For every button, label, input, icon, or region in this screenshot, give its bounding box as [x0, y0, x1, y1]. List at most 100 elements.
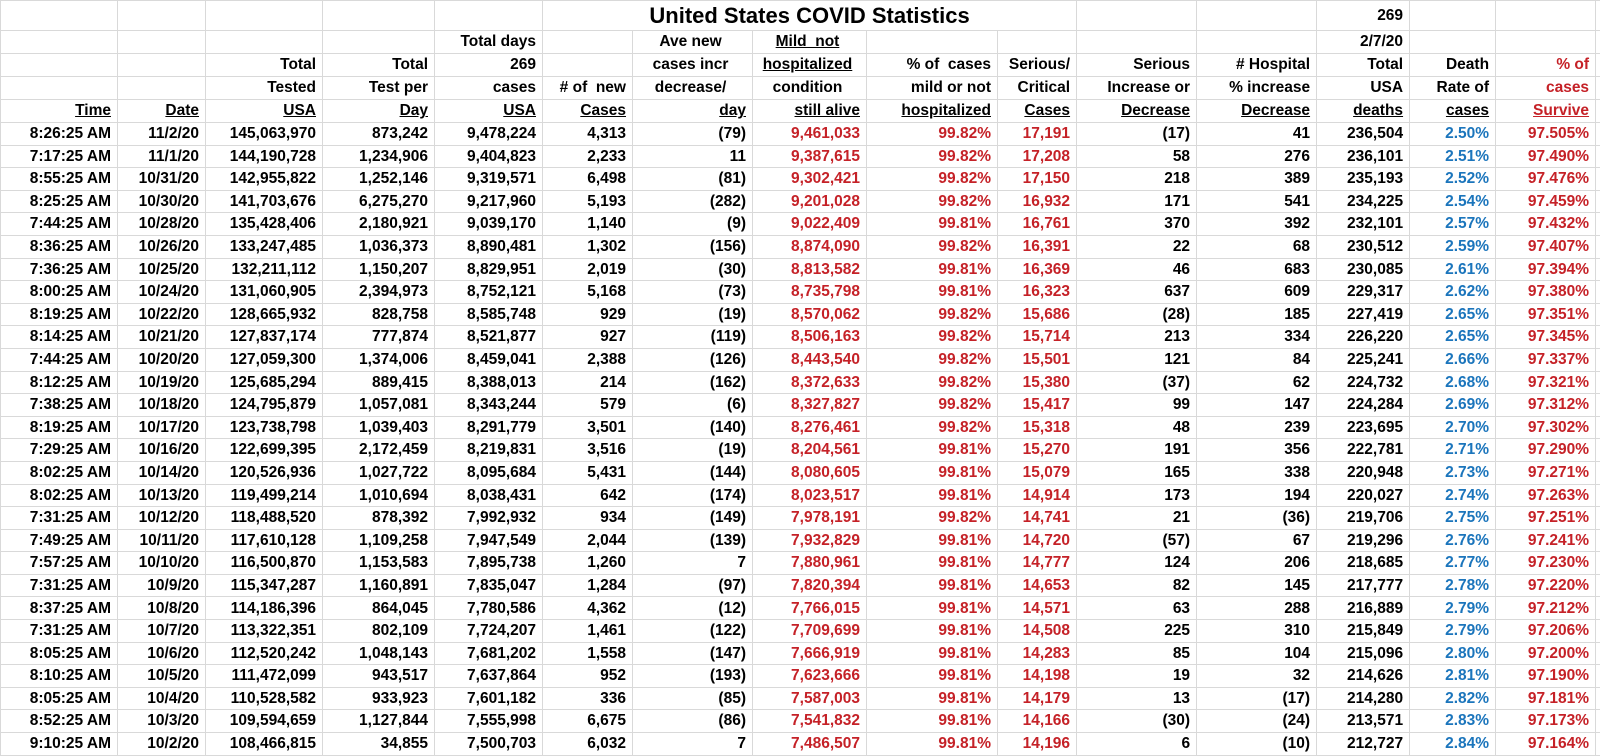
- cell-total-test-per-day[interactable]: 1,160,891: [323, 574, 435, 597]
- cell-new-cases[interactable]: 6,032: [543, 733, 633, 756]
- empty-cell[interactable]: [1596, 507, 1600, 530]
- cell-total-usa-deaths[interactable]: 218,685: [1317, 552, 1410, 575]
- cell-total-cases-usa[interactable]: 9,039,170: [435, 213, 543, 236]
- cell-hospital-increase-decrease[interactable]: 392: [1197, 213, 1317, 236]
- cell-serious-critical-cases[interactable]: 15,686: [998, 303, 1077, 326]
- cell-total-tested-usa[interactable]: 124,795,879: [206, 394, 323, 417]
- cell-time[interactable]: 8:36:25 AM: [1, 235, 118, 258]
- empty-cell[interactable]: [1596, 31, 1600, 54]
- cell-pct-survive[interactable]: 97.200%: [1496, 642, 1596, 665]
- cell-total-cases-usa[interactable]: 8,521,877: [435, 326, 543, 349]
- empty-cell[interactable]: [118, 31, 206, 54]
- cell-death-rate[interactable]: 2.78%: [1410, 574, 1496, 597]
- cell-pct-survive[interactable]: 97.164%: [1496, 733, 1596, 756]
- empty-cell[interactable]: [1596, 235, 1600, 258]
- cell-pct-mild-not-hospitalized[interactable]: 99.81%: [867, 258, 998, 281]
- cell-date[interactable]: 10/28/20: [118, 213, 206, 236]
- cell-death-rate[interactable]: 2.79%: [1410, 597, 1496, 620]
- cell-avg-new-cases-change[interactable]: (12): [633, 597, 753, 620]
- cell-death-rate[interactable]: 2.84%: [1410, 733, 1496, 756]
- cell-new-cases[interactable]: 214: [543, 371, 633, 394]
- cell-avg-new-cases-change[interactable]: 11: [633, 145, 753, 168]
- cell-total-cases-usa[interactable]: 7,835,047: [435, 574, 543, 597]
- cell-time[interactable]: 8:25:25 AM: [1, 190, 118, 213]
- cell-death-rate[interactable]: 2.81%: [1410, 665, 1496, 688]
- cell-total-usa-deaths[interactable]: 229,317: [1317, 281, 1410, 304]
- header-pct-mild-not-hospitalized[interactable]: hospitalized: [867, 100, 998, 123]
- cell-total-test-per-day[interactable]: 34,855: [323, 733, 435, 756]
- cell-pct-survive[interactable]: 97.271%: [1496, 461, 1596, 484]
- cell-mild-not-hospitalized[interactable]: 8,443,540: [753, 348, 867, 371]
- cell-avg-new-cases-change[interactable]: (139): [633, 529, 753, 552]
- empty-cell[interactable]: [1, 77, 118, 100]
- cell-total-cases-usa[interactable]: 8,459,041: [435, 348, 543, 371]
- cell-serious-increase-decrease[interactable]: 6: [1077, 733, 1197, 756]
- cell-total-tested-usa[interactable]: 115,347,287: [206, 574, 323, 597]
- header-total-cases-usa[interactable]: cases: [435, 77, 543, 100]
- cell-serious-critical-cases[interactable]: 14,653: [998, 574, 1077, 597]
- cell-hospital-increase-decrease[interactable]: 104: [1197, 642, 1317, 665]
- cell-pct-survive[interactable]: 97.505%: [1496, 123, 1596, 146]
- cell-total-cases-usa[interactable]: 8,585,748: [435, 303, 543, 326]
- cell-pct-survive[interactable]: 97.459%: [1496, 190, 1596, 213]
- header-pct-survive[interactable]: cases: [1496, 77, 1596, 100]
- cell-total-tested-usa[interactable]: 110,528,582: [206, 687, 323, 710]
- cell-hospital-increase-decrease[interactable]: 541: [1197, 190, 1317, 213]
- cell-hospital-increase-decrease[interactable]: 239: [1197, 416, 1317, 439]
- cell-pct-survive[interactable]: 97.337%: [1496, 348, 1596, 371]
- empty-cell[interactable]: [998, 31, 1077, 54]
- cell-total-usa-deaths[interactable]: 226,220: [1317, 326, 1410, 349]
- cell-avg-new-cases-change[interactable]: (140): [633, 416, 753, 439]
- cell-serious-critical-cases[interactable]: 15,270: [998, 439, 1077, 462]
- cell-date[interactable]: 10/14/20: [118, 461, 206, 484]
- cell-new-cases[interactable]: 2,044: [543, 529, 633, 552]
- cell-total-test-per-day[interactable]: 1,036,373: [323, 235, 435, 258]
- header-serious-critical-cases[interactable]: Cases: [998, 100, 1077, 123]
- cell-time[interactable]: 7:31:25 AM: [1, 620, 118, 643]
- cell-pct-mild-not-hospitalized[interactable]: 99.82%: [867, 145, 998, 168]
- cell-pct-mild-not-hospitalized[interactable]: 99.81%: [867, 461, 998, 484]
- cell-death-rate[interactable]: 2.62%: [1410, 281, 1496, 304]
- cell-avg-new-cases-change[interactable]: (81): [633, 168, 753, 191]
- cell-mild-not-hospitalized[interactable]: 9,387,615: [753, 145, 867, 168]
- empty-cell[interactable]: [1596, 574, 1600, 597]
- empty-cell[interactable]: [867, 31, 998, 54]
- cell-death-rate[interactable]: 2.51%: [1410, 145, 1496, 168]
- cell-death-rate[interactable]: 2.52%: [1410, 168, 1496, 191]
- header-avg-new-cases-change[interactable]: Ave new: [633, 31, 753, 54]
- cell-avg-new-cases-change[interactable]: (282): [633, 190, 753, 213]
- cell-mild-not-hospitalized[interactable]: 7,880,961: [753, 552, 867, 575]
- cell-serious-critical-cases[interactable]: 14,196: [998, 733, 1077, 756]
- cell-total-usa-deaths[interactable]: 230,512: [1317, 235, 1410, 258]
- header-pct-survive[interactable]: Survive: [1496, 100, 1596, 123]
- cell-hospital-increase-decrease[interactable]: 62: [1197, 371, 1317, 394]
- cell-serious-increase-decrease[interactable]: 121: [1077, 348, 1197, 371]
- cell-serious-increase-decrease[interactable]: 171: [1077, 190, 1197, 213]
- header-new-cases[interactable]: Cases: [543, 100, 633, 123]
- cell-hospital-increase-decrease[interactable]: 147: [1197, 394, 1317, 417]
- cell-time[interactable]: 8:05:25 AM: [1, 642, 118, 665]
- cell-pct-mild-not-hospitalized[interactable]: 99.82%: [867, 371, 998, 394]
- cell-hospital-increase-decrease[interactable]: (17): [1197, 687, 1317, 710]
- cell-avg-new-cases-change[interactable]: (144): [633, 461, 753, 484]
- empty-cell[interactable]: [1596, 168, 1600, 191]
- cell-total-tested-usa[interactable]: 144,190,728: [206, 145, 323, 168]
- empty-cell[interactable]: [1596, 371, 1600, 394]
- cell-serious-critical-cases[interactable]: 17,191: [998, 123, 1077, 146]
- cell-serious-critical-cases[interactable]: 15,417: [998, 394, 1077, 417]
- cell-hospital-increase-decrease[interactable]: 145: [1197, 574, 1317, 597]
- cell-time[interactable]: 7:57:25 AM: [1, 552, 118, 575]
- cell-date[interactable]: 10/20/20: [118, 348, 206, 371]
- header-total-tested-usa[interactable]: Total: [206, 54, 323, 77]
- empty-cell[interactable]: [1596, 665, 1600, 688]
- empty-cell[interactable]: [1496, 1, 1596, 31]
- header-total-usa-deaths[interactable]: Total: [1317, 54, 1410, 77]
- empty-cell[interactable]: [1596, 529, 1600, 552]
- cell-serious-increase-decrease[interactable]: 58: [1077, 145, 1197, 168]
- cell-date[interactable]: 10/8/20: [118, 597, 206, 620]
- cell-time[interactable]: 7:44:25 AM: [1, 348, 118, 371]
- cell-total-cases-usa[interactable]: 8,343,244: [435, 394, 543, 417]
- cell-mild-not-hospitalized[interactable]: 8,874,090: [753, 235, 867, 258]
- cell-pct-survive[interactable]: 97.407%: [1496, 235, 1596, 258]
- cell-avg-new-cases-change[interactable]: 7: [633, 552, 753, 575]
